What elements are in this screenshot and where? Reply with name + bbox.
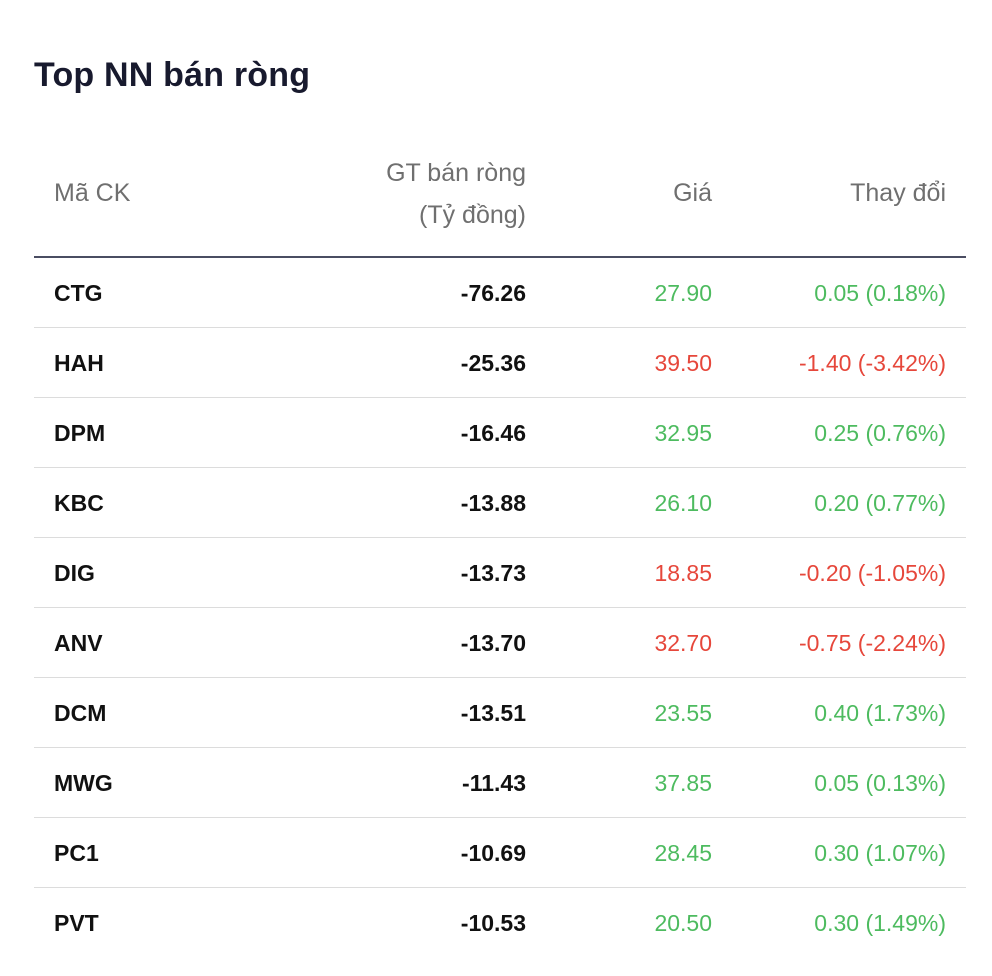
table-header: Mã CK GT bán ròng (Tỷ đồng) Giá Thay đổi: [34, 146, 966, 258]
net-sell-value: -13.51: [460, 700, 526, 726]
stock-price: 18.85: [654, 560, 712, 586]
table-row[interactable]: PC1 -10.69 28.45 0.30 (1.07%): [34, 818, 966, 888]
price-change: 0.20 (0.77%): [814, 490, 946, 516]
column-header-net-sell-value-line1: GT bán ròng: [386, 159, 526, 187]
price-change: 0.30 (1.07%): [814, 840, 946, 866]
stock-price: 32.95: [654, 420, 712, 446]
column-header-price: Giá: [673, 179, 712, 207]
net-sell-value: -13.70: [460, 630, 526, 656]
column-header-code: Mã CK: [54, 179, 131, 207]
stock-code[interactable]: DPM: [54, 420, 106, 446]
price-change: 0.25 (0.76%): [814, 420, 946, 446]
stock-code[interactable]: PC1: [54, 840, 99, 866]
stock-price: 32.70: [654, 630, 712, 656]
column-header-net-sell-value-line2: (Tỷ đồng): [419, 201, 526, 229]
table-row[interactable]: DIG -13.73 18.85 -0.20 (-1.05%): [34, 538, 966, 608]
stock-code[interactable]: DIG: [54, 560, 95, 586]
stock-price: 26.10: [654, 490, 712, 516]
price-change: 0.30 (1.49%): [814, 910, 946, 936]
price-change: -0.75 (-2.24%): [798, 630, 946, 656]
table-row[interactable]: ANV -13.70 32.70 -0.75 (-2.24%): [34, 608, 966, 678]
price-change: -0.20 (-1.05%): [798, 560, 946, 586]
table-row[interactable]: DCM -13.51 23.55 0.40 (1.73%): [34, 678, 966, 748]
net-sell-value: -13.73: [460, 560, 526, 586]
net-sell-value: -25.36: [460, 350, 526, 376]
table-row[interactable]: HAH -25.36 39.50 -1.40 (-3.42%): [34, 328, 966, 398]
table-row[interactable]: PVT -10.53 20.50 0.30 (1.49%): [34, 888, 966, 957]
net-sell-value: -76.26: [460, 280, 526, 306]
stock-price: 39.50: [654, 350, 712, 376]
net-sell-table: Mã CK GT bán ròng (Tỷ đồng) Giá Thay đổi…: [34, 146, 966, 957]
table-row[interactable]: DPM -16.46 32.95 0.25 (0.76%): [34, 398, 966, 468]
stock-code[interactable]: ANV: [54, 630, 103, 656]
stock-code[interactable]: MWG: [54, 770, 113, 796]
net-sell-value: -16.46: [460, 420, 526, 446]
stock-code[interactable]: HAH: [54, 350, 104, 376]
net-sell-value: -10.53: [460, 910, 526, 936]
stock-price: 20.50: [654, 910, 712, 936]
price-change: -1.40 (-3.42%): [798, 350, 946, 376]
stock-price: 37.85: [654, 770, 712, 796]
stock-price: 23.55: [654, 700, 712, 726]
price-change: 0.05 (0.13%): [814, 770, 946, 796]
stock-code[interactable]: PVT: [54, 910, 99, 936]
net-sell-value: -13.88: [460, 490, 526, 516]
net-sell-value: -10.69: [460, 840, 526, 866]
stock-code[interactable]: CTG: [54, 280, 103, 306]
table-row[interactable]: CTG -76.26 27.90 0.05 (0.18%): [34, 258, 966, 328]
stock-price: 27.90: [654, 280, 712, 306]
table-row[interactable]: MWG -11.43 37.85 0.05 (0.13%): [34, 748, 966, 818]
column-header-change: Thay đổi: [850, 179, 946, 207]
panel-title: Top NN bán ròng: [34, 56, 311, 94]
column-header-net-sell-value: GT bán ròng (Tỷ đồng): [386, 152, 526, 236]
price-change: 0.40 (1.73%): [814, 700, 946, 726]
net-sell-value: -11.43: [462, 770, 526, 796]
price-change: 0.05 (0.18%): [814, 280, 946, 306]
table-row[interactable]: KBC -13.88 26.10 0.20 (0.77%): [34, 468, 966, 538]
stock-code[interactable]: DCM: [54, 700, 107, 726]
table-body: CTG -76.26 27.90 0.05 (0.18%) HAH -25.36…: [34, 258, 966, 957]
stock-code[interactable]: KBC: [54, 490, 104, 516]
stock-price: 28.45: [654, 840, 712, 866]
